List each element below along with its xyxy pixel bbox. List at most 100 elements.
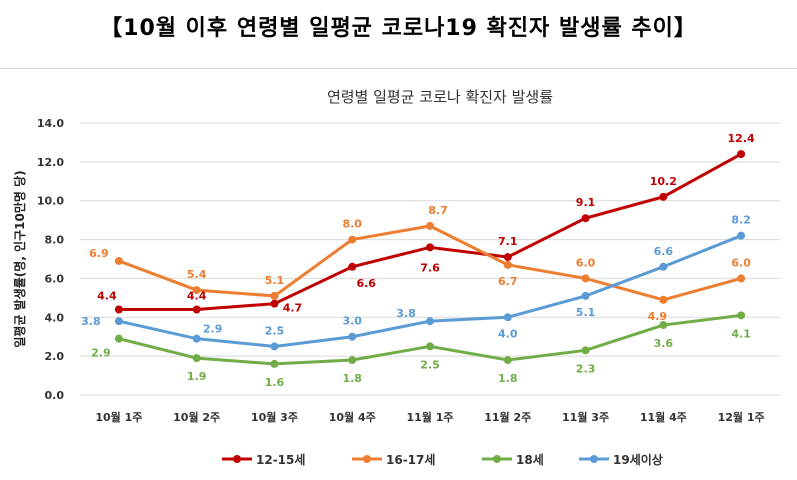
data-label: 8.7 (428, 204, 448, 217)
legend-marker (590, 455, 598, 463)
data-point (503, 313, 512, 322)
data-label: 1.8 (342, 372, 362, 385)
legend-label: 16-17세 (386, 452, 435, 467)
chart-title: 연령별 일평균 코로나 확진자 발생률 (327, 88, 553, 106)
data-label: 8.0 (342, 218, 362, 231)
data-label: 6.0 (576, 256, 596, 269)
x-tick-label: 12월 1주 (718, 410, 765, 424)
data-label: 7.6 (420, 261, 440, 274)
data-label: 6.0 (731, 256, 751, 269)
data-label: 6.6 (356, 277, 376, 290)
data-label: 10.2 (650, 175, 677, 188)
data-point (737, 150, 746, 159)
data-point (659, 321, 668, 330)
data-point (192, 286, 201, 295)
data-point (426, 342, 434, 351)
data-label: 4.7 (283, 302, 303, 315)
legend-marker (363, 455, 371, 463)
y-tick-label: 14.0 (37, 117, 64, 130)
data-point (581, 214, 590, 223)
data-label: 6.7 (498, 275, 518, 288)
data-point (737, 311, 746, 320)
data-label: 4.9 (648, 310, 668, 323)
data-point (581, 346, 590, 355)
x-tick-label: 11월 4주 (640, 410, 687, 424)
data-label: 2.9 (91, 347, 111, 360)
data-label: 3.6 (654, 337, 674, 350)
data-point (426, 221, 434, 230)
data-label: 2.5 (265, 324, 285, 337)
legend-marker (493, 455, 501, 463)
x-tick-label: 11월 2주 (484, 410, 531, 424)
data-point (270, 299, 279, 308)
x-tick-label: 10월 3주 (251, 410, 298, 424)
data-label: 3.8 (396, 307, 416, 320)
data-point (737, 274, 746, 283)
legend-label: 12-15세 (256, 452, 305, 467)
data-label: 4.0 (498, 327, 518, 340)
y-tick-label: 12.0 (37, 156, 64, 169)
data-point (270, 359, 279, 368)
data-point (348, 235, 357, 244)
data-label: 5.1 (576, 306, 596, 319)
data-label: 1.6 (265, 376, 285, 389)
series-line (118, 152, 742, 312)
data-point (737, 231, 746, 240)
page-title: 【10월 이후 연령별 일평균 코로나19 확진자 발생률 추이】 (100, 16, 697, 41)
x-tick-label: 11월 3주 (562, 410, 609, 424)
y-tick-label: 10.0 (37, 195, 64, 208)
data-label: 6.6 (654, 245, 674, 258)
data-label: 9.1 (576, 196, 596, 209)
legend-label: 18세 (516, 452, 544, 467)
y-tick-label: 8.0 (45, 234, 65, 247)
data-label: 6.9 (89, 247, 109, 260)
data-label: 1.8 (498, 372, 518, 385)
data-point (581, 274, 590, 283)
data-label: 5.4 (187, 268, 207, 281)
legend-label: 19세이상 (613, 452, 663, 467)
data-point (114, 256, 123, 265)
y-tick-label: 0.0 (45, 389, 65, 402)
data-point (426, 243, 434, 252)
data-point (114, 317, 123, 326)
data-point (114, 305, 123, 314)
data-point (348, 356, 357, 365)
data-label: 7.1 (498, 235, 518, 248)
x-tick-label: 11월 1주 (406, 410, 453, 424)
data-point (581, 291, 590, 300)
data-label: 4.1 (731, 327, 751, 340)
data-label: 8.2 (731, 214, 751, 227)
data-point (503, 260, 512, 269)
data-point (192, 354, 201, 363)
x-tick-label: 10월 1주 (95, 410, 142, 424)
data-point (503, 253, 512, 262)
data-label: 3.8 (81, 315, 101, 328)
data-point (114, 334, 123, 343)
x-tick-label: 10월 4주 (329, 410, 376, 424)
y-axis-label: 일평균 발생률(명, 인구10만명 당) (12, 170, 27, 347)
data-label: 2.3 (576, 362, 596, 375)
data-point (659, 192, 668, 201)
data-label: 2.9 (203, 323, 223, 336)
data-label: 5.1 (265, 274, 285, 287)
data-label: 12.4 (728, 132, 755, 145)
y-tick-label: 4.0 (45, 311, 65, 324)
legend-marker (233, 455, 241, 463)
y-tick-label: 2.0 (45, 350, 65, 363)
data-label: 4.4 (187, 290, 207, 303)
data-label: 4.4 (97, 290, 117, 303)
x-tick-label: 10월 2주 (173, 410, 220, 424)
data-point (659, 295, 668, 304)
data-point (348, 262, 357, 271)
data-point (503, 356, 512, 365)
chart-frame (0, 68, 797, 480)
data-point (659, 262, 668, 271)
data-point (426, 317, 434, 326)
data-label: 2.5 (420, 358, 440, 371)
y-tick-label: 6.0 (45, 272, 65, 285)
data-label: 1.9 (187, 370, 207, 383)
data-point (270, 342, 279, 351)
data-point (348, 332, 357, 341)
